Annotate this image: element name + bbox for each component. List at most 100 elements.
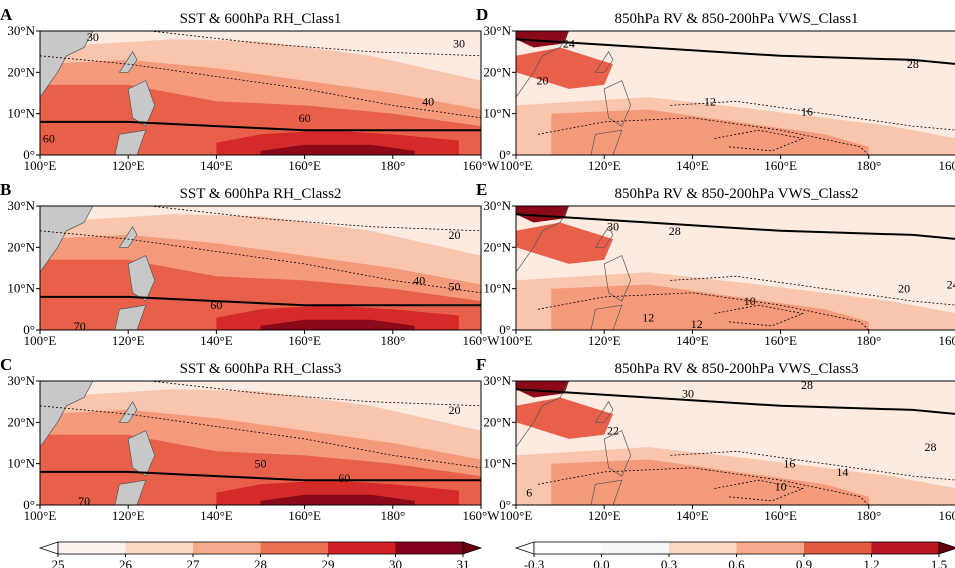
y-tick-label: 20°N <box>7 239 35 254</box>
contour-label: 30 <box>682 386 694 400</box>
land-polygon <box>118 51 138 73</box>
y-tick-label: 20°N <box>483 239 511 254</box>
colorbar-tick-label: 0.9 <box>796 557 812 568</box>
colorbar-segment <box>58 542 126 554</box>
colorbar-over-triangle <box>938 541 955 555</box>
land-polygon <box>40 31 94 98</box>
y-tick-label: 0° <box>23 497 35 512</box>
colorbar-segment <box>193 542 261 554</box>
x-tick-label: 100°E <box>500 508 533 523</box>
contour-label: 20 <box>898 282 910 296</box>
x-tick-label: 120°E <box>588 333 621 348</box>
y-tick-label: 30°N <box>7 198 35 213</box>
contour-label: 22 <box>607 424 619 438</box>
shading-layer-4 <box>516 31 569 48</box>
colorbar-segment <box>871 542 939 554</box>
panel-title: 850hPa RV & 850-200hPa VWS_Class2 <box>614 186 858 202</box>
y-tick-label: 0° <box>499 147 511 162</box>
y-tick-label: 10°N <box>483 456 511 471</box>
x-tick-label: 160°W <box>463 158 501 173</box>
contour-label: 70 <box>78 494 90 508</box>
colorbar-tick-label: -0.3 <box>524 557 545 568</box>
x-tick-label: 160°E <box>764 158 797 173</box>
land-polygon <box>114 479 147 505</box>
panel-letter: D <box>476 5 488 24</box>
contour-label: 30 <box>607 220 619 234</box>
contour-label: 20 <box>449 403 461 417</box>
y-tick-label: 0° <box>499 322 511 337</box>
colorbar-tick-label: 26 <box>119 557 133 568</box>
x-tick-label: 180° <box>380 333 405 348</box>
colorbar-tick-label: 29 <box>322 557 335 568</box>
x-tick-label: 160°E <box>764 333 797 348</box>
x-tick-label: 160°E <box>764 508 797 523</box>
panel-letter: C <box>0 355 12 374</box>
rv-colorbar: -0.30.00.30.60.91.21.51e−5 <box>514 541 955 568</box>
contour-line <box>516 38 955 65</box>
contour-label: 14 <box>836 465 848 479</box>
panel-letter: A <box>0 5 13 24</box>
colorbar-tick-label: 27 <box>187 557 201 568</box>
map-frame <box>39 205 482 331</box>
map-field: 20 40 50 60 70 <box>40 206 481 330</box>
shading-layer-4 <box>516 206 569 223</box>
land-polygon <box>127 255 156 302</box>
contour-line <box>537 467 870 505</box>
map-field: 20 50 60 70 <box>40 381 481 508</box>
map-panel-b: 20 40 50 60 70 B SST & 600hPa RH_Class2 100°E 12… <box>0 180 500 348</box>
colorbar-segment <box>601 542 669 554</box>
shading-layer-5 <box>260 494 415 505</box>
colorbar-tick-label: 30 <box>389 557 402 568</box>
contour-label: 12 <box>691 317 703 331</box>
shading-layer-4 <box>516 381 569 398</box>
colorbar-segment <box>669 542 737 554</box>
colorbar-segment <box>395 542 463 554</box>
x-tick-label: 100°E <box>500 158 533 173</box>
map-frame <box>39 380 482 506</box>
x-tick-label: 120°E <box>112 333 145 348</box>
land-polygon <box>603 430 632 477</box>
panel-title: SST & 600hPa RH_Class3 <box>180 361 342 377</box>
x-tick-label: 120°E <box>112 508 145 523</box>
colorbar-over-triangle <box>462 541 483 555</box>
colorbar-segment <box>260 542 328 554</box>
x-tick-label: 160°E <box>288 158 321 173</box>
contour-line <box>537 292 870 330</box>
y-tick-label: 0° <box>499 497 511 512</box>
x-tick-label: 160°W <box>939 508 955 523</box>
y-tick-label: 10°N <box>7 281 35 296</box>
colorbar-tick-label: 1.5 <box>931 557 947 568</box>
x-tick-label: 140°E <box>676 508 709 523</box>
land-polygon <box>594 51 614 73</box>
colorbar-tick-label: 28 <box>254 557 267 568</box>
panel-letter: E <box>476 180 487 199</box>
sst-colorbar: 25 26 27 28 29 30 31 <box>38 541 483 568</box>
x-tick-label: 120°E <box>112 158 145 173</box>
x-tick-label: 160°W <box>463 508 501 523</box>
contour-line <box>150 206 481 232</box>
contour-label: 40 <box>422 94 434 108</box>
contour-label: 60 <box>43 131 55 145</box>
y-tick-label: 10°N <box>7 106 35 121</box>
colorbar-under-triangle <box>38 541 59 555</box>
x-tick-label: 100°E <box>500 333 533 348</box>
contour-line <box>714 304 805 327</box>
contour-label: 50 <box>255 457 267 471</box>
y-tick-label: 30°N <box>483 198 511 213</box>
land-polygon <box>127 430 156 477</box>
land-polygon <box>594 401 614 423</box>
contour-label: 10 <box>744 294 756 308</box>
contour-line <box>670 100 955 131</box>
x-tick-label: 180° <box>856 508 881 523</box>
x-tick-label: 140°E <box>200 333 233 348</box>
land-polygon <box>590 304 623 330</box>
map-panel-a: 30 30 40 60 60 A SST & 600hPa RH_Class1 100°E 12… <box>0 5 500 173</box>
land-polygon <box>603 255 632 302</box>
contour-line <box>150 31 481 57</box>
colorbar-tick-label: 0.3 <box>661 557 677 568</box>
shading-layer-3 <box>516 47 613 89</box>
x-tick-label: 140°E <box>676 333 709 348</box>
contour-line <box>40 405 481 469</box>
colorbar-segment <box>736 542 804 554</box>
